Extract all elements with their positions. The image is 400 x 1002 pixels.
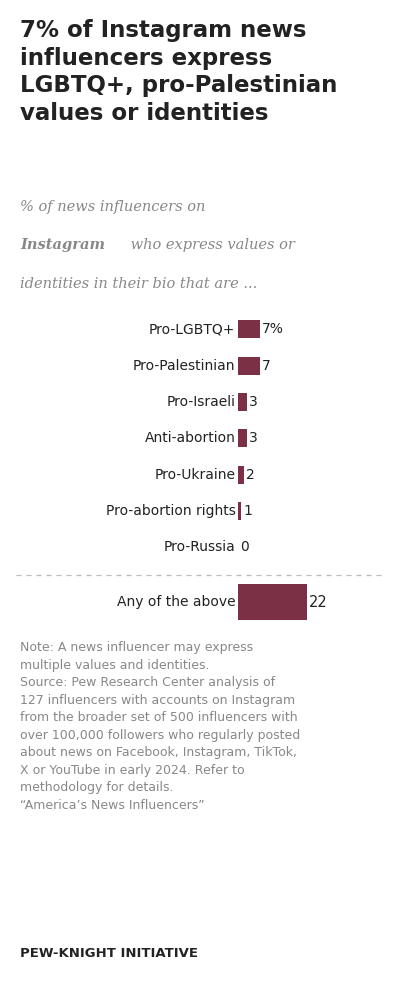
- Text: Pro-LGBTQ+: Pro-LGBTQ+: [149, 323, 236, 337]
- Text: 3: 3: [249, 395, 258, 409]
- Text: 7% of Instagram news
influencers express
LGBTQ+, pro-Palestinian
values or ident: 7% of Instagram news influencers express…: [20, 19, 337, 124]
- Text: Pro-abortion rights: Pro-abortion rights: [106, 504, 236, 518]
- Bar: [238, 393, 248, 411]
- Text: identities in their bio that are ...: identities in their bio that are ...: [20, 277, 257, 291]
- Text: PEW-KNIGHT INITIATIVE: PEW-KNIGHT INITIATIVE: [20, 947, 198, 960]
- Bar: [238, 466, 244, 484]
- Text: Pro-Israeli: Pro-Israeli: [166, 395, 236, 409]
- Text: 3: 3: [249, 432, 258, 445]
- Text: 7%: 7%: [262, 323, 284, 337]
- Text: 22: 22: [309, 595, 328, 609]
- Text: Anti-abortion: Anti-abortion: [145, 432, 236, 445]
- Text: Note: A news influencer may express
multiple values and identities.
Source: Pew : Note: A news influencer may express mult…: [20, 641, 300, 812]
- Text: who express values or: who express values or: [126, 238, 295, 253]
- Bar: [238, 502, 241, 520]
- Text: Any of the above: Any of the above: [117, 595, 236, 609]
- Bar: [238, 429, 248, 448]
- Text: 2: 2: [246, 468, 255, 482]
- Text: 7: 7: [262, 359, 271, 373]
- Text: Pro-Ukraine: Pro-Ukraine: [154, 468, 236, 482]
- Text: % of news influencers on: % of news influencers on: [20, 200, 210, 214]
- Bar: [238, 584, 307, 620]
- Text: 1: 1: [243, 504, 252, 518]
- Bar: [238, 321, 260, 339]
- Bar: [238, 357, 260, 375]
- Text: 0: 0: [240, 540, 249, 554]
- Text: Instagram: Instagram: [20, 238, 105, 253]
- Text: Pro-Russia: Pro-Russia: [164, 540, 236, 554]
- Text: Pro-Palestinian: Pro-Palestinian: [133, 359, 236, 373]
